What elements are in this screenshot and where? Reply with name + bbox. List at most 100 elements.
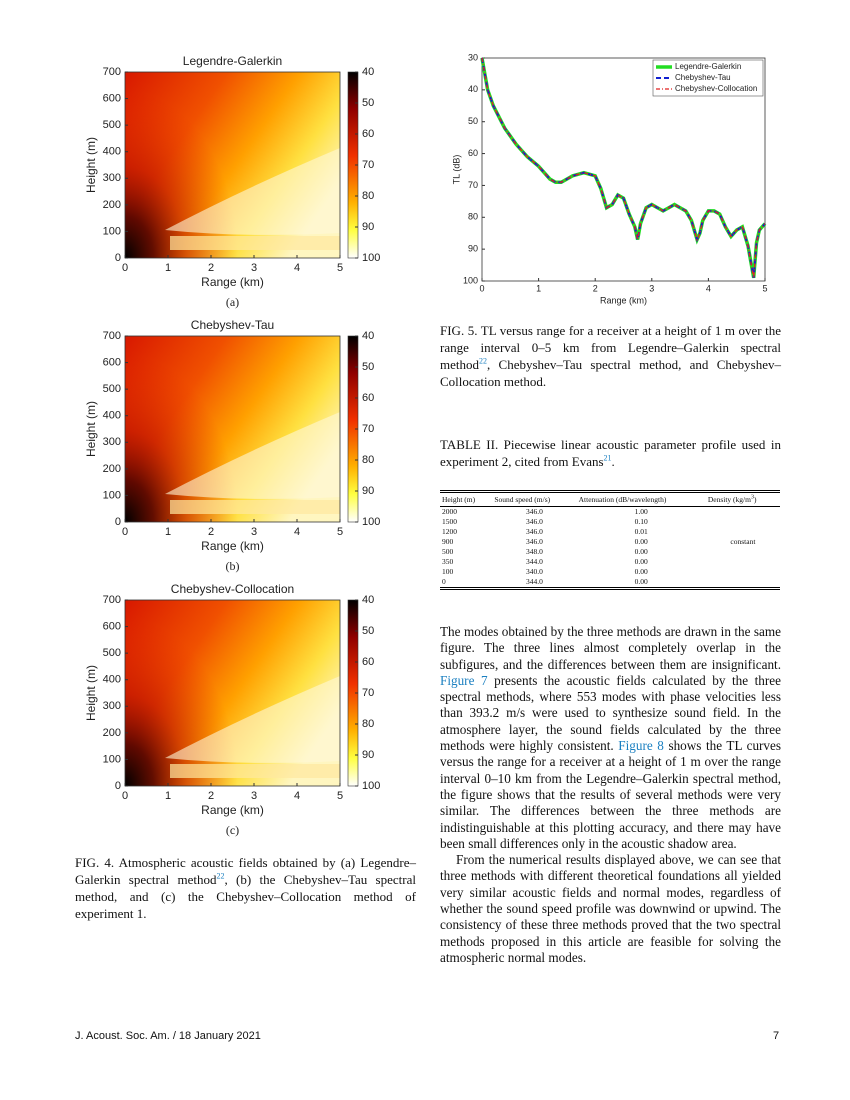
- y-axis-label: Height (m): [84, 665, 98, 721]
- x-tick-label: 5: [762, 283, 767, 293]
- y-tick-label: 500: [103, 383, 121, 395]
- table-cell: 346.0: [526, 517, 543, 526]
- column-header: Height (m): [440, 491, 493, 507]
- colorbar-tick-label: 80: [362, 718, 374, 730]
- header-text: ): [753, 495, 757, 504]
- table-cell: 2000: [442, 507, 457, 516]
- x-axis-label: Range (km): [201, 275, 264, 289]
- table-row: 900 346.0 0.00 constant: [440, 537, 780, 547]
- table-cell: 344.0: [526, 557, 543, 566]
- table-cell: 900: [442, 537, 454, 546]
- table-cell: [706, 557, 780, 567]
- y-axis-label: Height (m): [84, 401, 98, 457]
- table-cell: 0.01: [634, 527, 648, 536]
- table-cell: 346.0: [526, 537, 543, 546]
- y-tick-label: 700: [103, 330, 121, 342]
- plot-frame: [124, 335, 341, 523]
- panel-title: Legendre-Galerkin: [183, 54, 282, 68]
- heatmap-field: [170, 236, 340, 250]
- x-tick-label: 4: [294, 790, 300, 802]
- table-cell: [706, 527, 780, 537]
- table-cell: 1200: [442, 527, 457, 536]
- series-line: [481, 57, 766, 278]
- text-run: shows the TL curves versus the range for…: [440, 738, 782, 851]
- table-row: 100 340.0 0.00: [440, 567, 780, 577]
- y-tick-label: 400: [103, 410, 121, 422]
- colorbar-tick-label: 70: [362, 687, 374, 699]
- page-number: 7: [773, 1030, 780, 1042]
- x-tick-label: 0: [122, 790, 128, 802]
- table-cell: 0.10: [634, 517, 648, 526]
- body-text: The modes obtained by the three methods …: [440, 624, 781, 966]
- y-tick-label: 200: [103, 199, 121, 211]
- colorbar-tick-label: 60: [362, 656, 374, 668]
- x-tick-label: 0: [122, 262, 128, 274]
- figure-4-caption: FIG. 4. Atmospheric acoustic fields obta…: [75, 854, 416, 922]
- y-tick-label: 60: [468, 148, 478, 158]
- heatmap-field: [165, 148, 340, 235]
- table-caption: TABLE II. Piecewise linear acoustic para…: [440, 436, 781, 470]
- x-tick-label: 1: [536, 283, 541, 293]
- text-run: , (b) the Chebyshev–Tau spectral method,…: [75, 872, 416, 921]
- table-cell: 0.00: [634, 567, 648, 576]
- colorbar-tick-label: 70: [362, 423, 374, 435]
- y-tick-label: 80: [468, 212, 478, 222]
- x-tick-label: 2: [208, 262, 214, 274]
- paragraph: The modes obtained by the three methods …: [440, 624, 781, 852]
- y-tick-label: 600: [103, 92, 121, 104]
- y-tick-label: 40: [468, 84, 478, 94]
- table-row: 2000 346.0 1.00: [440, 507, 780, 518]
- y-tick-label: 300: [103, 172, 121, 184]
- table-cell: 0.00: [634, 557, 648, 566]
- colorbar-tick-label: 60: [362, 128, 374, 140]
- table-cell: [706, 507, 780, 518]
- y-axis-label: TL (dB): [451, 155, 461, 185]
- table-cell: [706, 547, 780, 557]
- citation: 22: [479, 356, 487, 366]
- table-row: 1200 346.0 0.01: [440, 527, 780, 537]
- colorbar-tick-label: 80: [362, 454, 374, 466]
- colorbar-tick-label: 90: [362, 749, 374, 761]
- x-tick-label: 3: [251, 790, 257, 802]
- colorbar-tick-label: 100: [362, 252, 380, 264]
- y-tick-label: 0: [115, 252, 121, 264]
- link[interactable]: Figure 7: [440, 672, 488, 688]
- figure-5-caption: FIG. 5. TL versus range for a receiver a…: [440, 322, 781, 390]
- table-cell: 350: [442, 557, 454, 566]
- link[interactable]: Figure 8: [618, 738, 664, 754]
- x-tick-label: 5: [337, 790, 343, 802]
- table-cell: [706, 567, 780, 577]
- heatmap-field: [170, 500, 340, 514]
- x-tick-label: 5: [337, 262, 343, 274]
- colorbar-tick-label: 40: [362, 330, 374, 342]
- y-tick-label: 70: [468, 180, 478, 190]
- colorbar-tick-label: 70: [362, 159, 374, 171]
- colorbar-tick-label: 80: [362, 190, 374, 202]
- table-cell: 0.00: [634, 577, 648, 586]
- table-cell: 346.0: [526, 507, 543, 516]
- header-text: Density (kg/m: [707, 495, 751, 504]
- text-run: FIG. 4. Atmospheric acoustic fields obta…: [75, 855, 416, 887]
- y-tick-label: 0: [115, 516, 121, 528]
- x-tick-label: 5: [337, 526, 343, 538]
- x-tick-label: 1: [165, 790, 171, 802]
- table-cell: [706, 517, 780, 527]
- colorbar-tick-label: 40: [362, 594, 374, 606]
- y-tick-label: 200: [103, 463, 121, 475]
- x-tick-label: 0: [479, 283, 484, 293]
- heatmap-field: [165, 412, 340, 499]
- y-tick-label: 100: [103, 489, 121, 501]
- y-tick-label: 400: [103, 146, 121, 158]
- table-cell: 346.0: [526, 527, 543, 536]
- x-axis-label: Range (km): [600, 295, 647, 305]
- y-tick-label: 500: [103, 119, 121, 131]
- legend-label: Chebyshev-Tau: [675, 73, 731, 82]
- x-tick-label: 2: [593, 283, 598, 293]
- text-run: From the numerical results displayed abo…: [440, 852, 781, 965]
- citation: 22: [216, 871, 225, 881]
- x-tick-label: 3: [649, 283, 654, 293]
- y-tick-label: 200: [103, 727, 121, 739]
